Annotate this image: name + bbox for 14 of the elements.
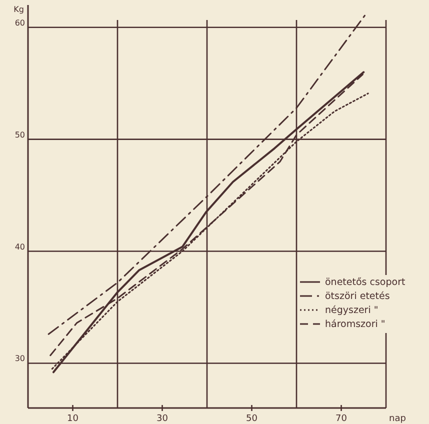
x-tick-label: 70 — [336, 414, 348, 424]
y-axis-title: Kg — [14, 5, 24, 14]
y-tick-label: 40 — [14, 242, 25, 252]
legend-label: háromszori " — [325, 319, 386, 330]
y-tick-label: 60 — [14, 18, 25, 28]
legend-label: négyszeri " — [325, 305, 378, 316]
x-tick-label: 50 — [246, 414, 258, 424]
legend-label: önetetős csoport — [325, 277, 406, 288]
x-axis-title: nap — [389, 414, 406, 424]
x-tick-label: 10 — [67, 414, 79, 424]
legend-label: ötszöri etetés — [325, 291, 390, 302]
y-tick-label: 30 — [14, 354, 25, 364]
y-tick-label: 50 — [14, 130, 25, 140]
x-tick-label: 30 — [156, 414, 168, 424]
